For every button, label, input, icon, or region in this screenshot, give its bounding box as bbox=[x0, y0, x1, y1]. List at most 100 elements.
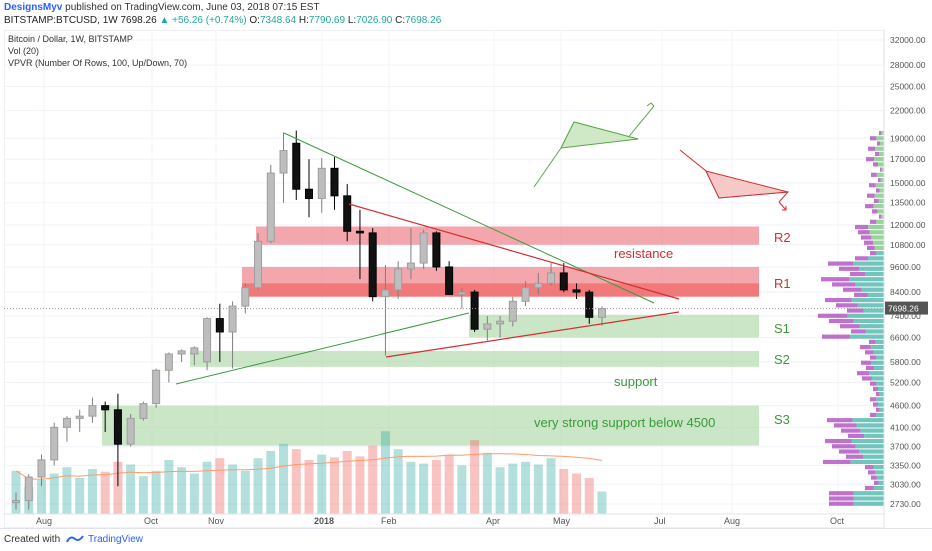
volume-bar bbox=[49, 473, 59, 514]
vpvr-bar-down bbox=[864, 240, 873, 245]
candle-body[interactable] bbox=[305, 188, 313, 200]
vpvr-bar-up bbox=[850, 459, 884, 465]
candle-body[interactable] bbox=[177, 350, 186, 355]
candle-body[interactable] bbox=[292, 142, 301, 190]
volume-bar bbox=[87, 469, 97, 514]
candle-body[interactable] bbox=[496, 320, 505, 325]
candle-body[interactable] bbox=[572, 289, 581, 293]
candle-body[interactable] bbox=[457, 291, 466, 295]
candle-body[interactable] bbox=[470, 291, 479, 330]
candle-body[interactable] bbox=[62, 417, 71, 428]
candle-body[interactable] bbox=[279, 150, 288, 174]
candle-body[interactable] bbox=[266, 172, 275, 242]
candle-body[interactable] bbox=[559, 272, 568, 291]
vpvr-bar-down bbox=[867, 193, 875, 198]
vpvr-bar-down bbox=[843, 287, 862, 292]
candle-body[interactable] bbox=[406, 262, 415, 270]
price-tick-label: 6600.00 bbox=[890, 333, 921, 343]
price-tick-label: 4100.00 bbox=[890, 422, 921, 432]
vpvr-bar-up bbox=[855, 444, 884, 449]
zone-label-r2: R2 bbox=[774, 230, 791, 245]
candle-body[interactable] bbox=[190, 347, 199, 355]
candle-body[interactable] bbox=[50, 426, 59, 461]
candle-body[interactable] bbox=[139, 403, 148, 419]
vpvr-bar-down bbox=[825, 298, 852, 303]
candle-body[interactable] bbox=[317, 167, 326, 200]
volume-bar bbox=[559, 469, 569, 514]
candle-body[interactable] bbox=[381, 289, 390, 298]
vpvr-bar-down bbox=[873, 402, 878, 407]
candle-body[interactable] bbox=[215, 318, 224, 333]
candle-body[interactable] bbox=[534, 282, 543, 289]
zone-r1-core bbox=[242, 283, 759, 297]
candle-body[interactable] bbox=[152, 369, 161, 405]
candle-body[interactable] bbox=[75, 415, 84, 419]
tradingview-brand[interactable]: TradingView bbox=[88, 534, 144, 545]
volume-bar bbox=[202, 461, 212, 514]
price-axis[interactable] bbox=[884, 30, 928, 528]
time-tick-label: Apr bbox=[486, 516, 500, 526]
vpvr-bar-down bbox=[839, 266, 860, 271]
vpvr-bar-up bbox=[853, 491, 884, 496]
price-chart[interactable]: resistance support very strong support b… bbox=[3, 29, 929, 529]
candle-body[interactable] bbox=[598, 308, 606, 318]
candle-body[interactable] bbox=[445, 266, 454, 295]
candle-body[interactable] bbox=[547, 272, 556, 284]
vpvr-bar-down bbox=[867, 245, 875, 251]
green-arrow-head bbox=[646, 102, 655, 107]
candle-body[interactable] bbox=[88, 405, 97, 417]
vpvr-bar-down bbox=[851, 329, 866, 334]
price-tick-label: 4600.00 bbox=[890, 401, 921, 411]
candle-body[interactable] bbox=[521, 287, 530, 302]
candle-body[interactable] bbox=[113, 409, 122, 445]
volume-bar bbox=[572, 473, 582, 514]
candle-body[interactable] bbox=[419, 232, 428, 264]
candle-body[interactable] bbox=[12, 500, 20, 504]
candle-body[interactable] bbox=[483, 323, 492, 330]
published-text: published on TradingView.com, June 03, 2… bbox=[65, 2, 320, 13]
candle-body[interactable] bbox=[101, 405, 110, 411]
chart-area[interactable]: resistance support very strong support b… bbox=[3, 29, 929, 529]
vpvr-bar-up bbox=[876, 219, 884, 224]
chart-header: DesignsMyv published on TradingView.com,… bbox=[0, 0, 932, 28]
candle-body[interactable] bbox=[355, 230, 364, 234]
candle-body[interactable] bbox=[203, 318, 212, 363]
vpvr-bar-up bbox=[875, 183, 884, 188]
candle-body[interactable] bbox=[508, 300, 517, 322]
vpvr-bar-up bbox=[847, 313, 884, 318]
candle-body[interactable] bbox=[37, 459, 46, 478]
vpvr-bar-up bbox=[849, 277, 884, 282]
author-link[interactable]: DesignsMyv bbox=[4, 2, 63, 13]
vpvr-bar-down bbox=[878, 177, 881, 183]
vpvr-bar-up bbox=[876, 172, 884, 177]
candle-body[interactable] bbox=[368, 232, 377, 298]
candle-body[interactable] bbox=[164, 353, 173, 371]
vpvr-bar-down bbox=[869, 183, 876, 188]
candle-body[interactable] bbox=[585, 291, 594, 318]
volume-bar bbox=[482, 452, 492, 514]
vpvr-bar-down bbox=[858, 230, 870, 235]
vpvr-bar-up bbox=[879, 391, 884, 397]
vpvr-bar-up bbox=[865, 271, 884, 277]
symbol[interactable]: BITSTAMP:BTCUSD, 1W bbox=[4, 15, 118, 26]
candle-body[interactable] bbox=[126, 417, 135, 445]
candle-body[interactable] bbox=[432, 232, 441, 268]
vpvr-bar-down bbox=[871, 172, 877, 177]
candle-body[interactable] bbox=[394, 268, 403, 291]
price-tick-label: 5200.00 bbox=[890, 378, 921, 388]
candle-body[interactable] bbox=[343, 195, 352, 232]
volume-bar bbox=[11, 470, 21, 514]
volume-bar bbox=[164, 460, 174, 514]
vpvr-bar-up bbox=[875, 470, 884, 475]
candle-body[interactable] bbox=[24, 476, 33, 502]
vpvr-bar-up bbox=[873, 465, 884, 470]
vpvr-bar-up bbox=[856, 423, 884, 428]
candle-body[interactable] bbox=[254, 240, 263, 289]
vpvr-bar-down bbox=[870, 397, 877, 402]
vpvr-bar-down bbox=[872, 209, 878, 214]
candle-body[interactable] bbox=[330, 167, 339, 197]
vpvr-bar-down bbox=[823, 459, 851, 465]
candle-body[interactable] bbox=[228, 305, 237, 333]
created-with-text: Created with bbox=[4, 534, 61, 545]
candle-body[interactable] bbox=[241, 287, 250, 307]
